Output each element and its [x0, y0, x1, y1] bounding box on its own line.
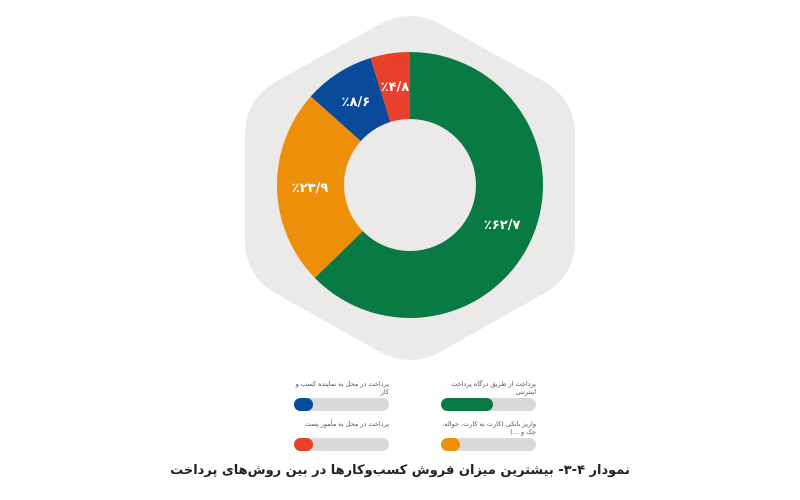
- legend-label: پرداخت از طریق درگاه پرداخت اینترنتی: [451, 380, 536, 396]
- legend-fill: [294, 438, 313, 451]
- legend-fill: [294, 398, 313, 411]
- legend-item-pay-to-postman: پرداخت در محل به مأمور پست: [294, 420, 389, 451]
- legend-bar: [294, 398, 389, 411]
- legend-label: پرداخت در محل به نماینده کسب و کار: [295, 380, 389, 396]
- chart-caption: نمودار ۴-۳- بیشترین میزان فروش کسب‌وکاره…: [170, 463, 630, 478]
- slice-labels: ٪۶۲/۷ ٪۲۳/۹ ٪۸/۶ ٪۴/۸: [292, 80, 521, 233]
- slice-value-label: ٪۲۳/۹: [292, 181, 329, 196]
- legend-fill: [441, 398, 494, 411]
- legend-label: واریز بانکی (کارت به کارت، حواله، چک و .…: [442, 420, 536, 436]
- slice-value-label: ٪۴/۸: [381, 80, 410, 95]
- legend-bar: [441, 398, 536, 411]
- legend-item-pay-to-representative: پرداخت در محل به نماینده کسب و کار: [294, 380, 389, 411]
- donut-slice: [277, 96, 410, 278]
- slice-value-label: ٪۶۲/۷: [484, 218, 521, 233]
- legend-label: پرداخت در محل به مأمور پست: [304, 420, 389, 428]
- slice-value-label: ٪۸/۶: [342, 95, 371, 110]
- donut-hole: [344, 119, 476, 251]
- legend-bar: [294, 438, 389, 451]
- legend-item-online-gateway: پرداخت از طریق درگاه پرداخت اینترنتی: [441, 380, 536, 411]
- legend-bar: [441, 438, 536, 451]
- legend-fill: [441, 438, 460, 451]
- legend-item-bank-transfer: واریز بانکی (کارت به کارت، حواله، چک و .…: [441, 420, 536, 451]
